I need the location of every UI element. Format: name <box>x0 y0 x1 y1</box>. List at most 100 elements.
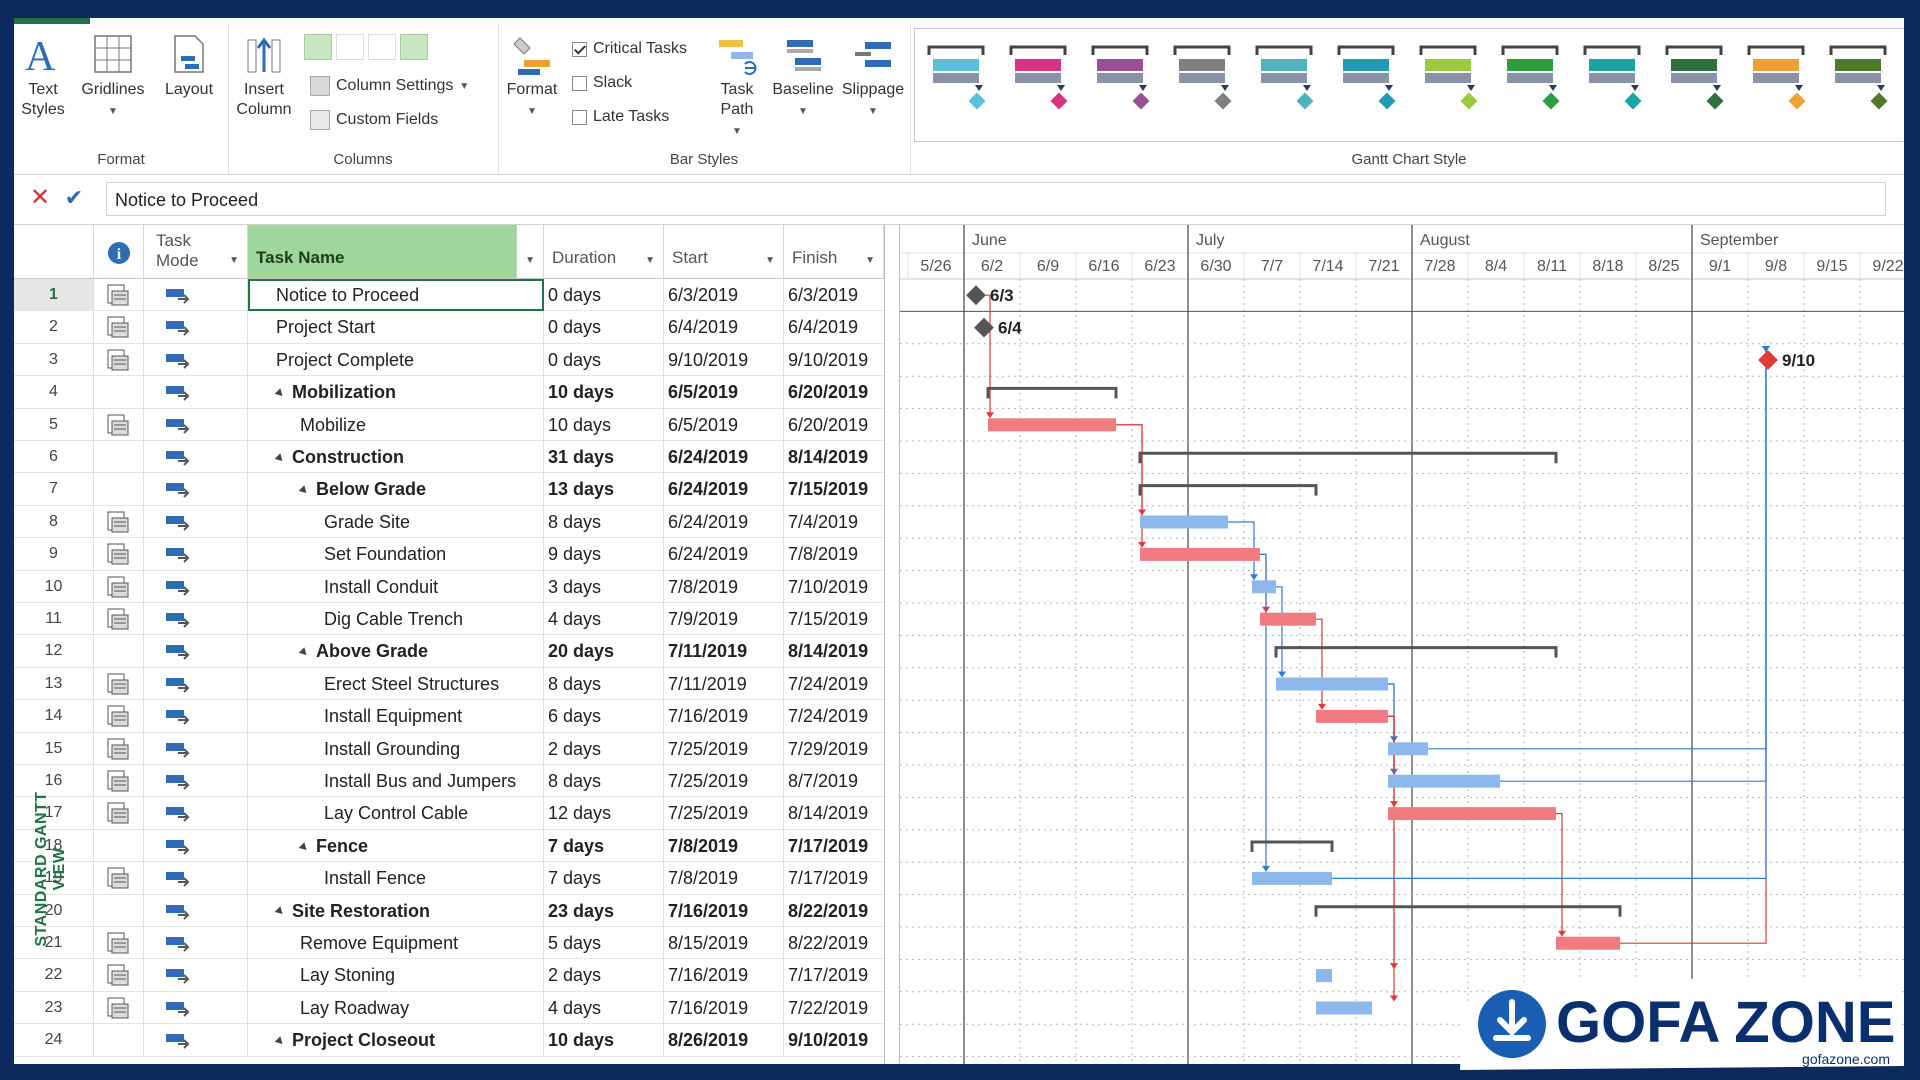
row-number[interactable]: 18 <box>14 829 94 863</box>
table-row[interactable]: 9 Set Foundation 9 days 6/24/2019 7/8/2019 <box>14 538 884 571</box>
table-row[interactable]: 21 Remove Equipment 5 days 8/15/2019 8/22/20… <box>14 927 884 960</box>
duration-cell[interactable]: 10 days <box>544 1024 664 1057</box>
start-cell[interactable]: 6/4/2019 <box>664 311 784 344</box>
task-name-cell[interactable]: Grade Site <box>248 505 544 539</box>
start-cell[interactable]: 7/25/2019 <box>664 732 784 765</box>
finish-cell[interactable]: 8/22/2019 <box>788 933 869 953</box>
start-cell[interactable]: 7/16/2019 <box>664 894 784 927</box>
gantt-style-9[interactable] <box>1583 43 1645 119</box>
start-cell[interactable]: 7/16/2019 <box>664 959 784 992</box>
task-mode-cell[interactable] <box>144 473 248 506</box>
table-row[interactable]: 16 Install Bus and Jumpers 8 days 7/25/2019… <box>14 765 884 798</box>
task-name-cell[interactable]: Mobilize <box>248 408 544 441</box>
start-cell[interactable]: 7/11/2019 <box>664 635 784 668</box>
indicator-cell[interactable] <box>94 927 144 960</box>
task-name-cell[interactable]: Lay Roadway <box>248 991 544 1025</box>
task-name-cell[interactable]: Install Equipment <box>248 700 544 733</box>
task-name-cell[interactable]: Install Conduit <box>248 570 544 603</box>
duration-cell[interactable]: 2 days <box>544 732 664 765</box>
duration-cell[interactable]: 6 days <box>544 700 664 733</box>
start-cell[interactable]: 7/11/2019 <box>664 667 784 701</box>
task-name-cell[interactable]: Mobilization <box>248 376 544 409</box>
task-mode-cell[interactable] <box>144 570 248 603</box>
task-name-cell[interactable]: Project Complete <box>248 343 544 377</box>
collapse-icon[interactable] <box>298 647 310 658</box>
duration-cell[interactable]: 8 days <box>544 667 664 701</box>
task-name-cell[interactable]: Remove Equipment <box>248 927 544 960</box>
task-mode-cell[interactable] <box>144 343 248 377</box>
finish-cell[interactable]: 7/22/2019 <box>788 997 869 1018</box>
finish-cell[interactable]: 7/17/2019 <box>788 868 869 889</box>
table-row[interactable]: 11 Dig Cable Trench 4 days 7/9/2019 7/15/201… <box>14 603 884 636</box>
insert-column-button[interactable]: Insert Column <box>232 32 296 120</box>
indicator-cell[interactable] <box>94 765 144 798</box>
duration-cell[interactable]: 23 days <box>544 894 664 927</box>
task-mode-cell[interactable] <box>144 441 248 474</box>
task-name-cell[interactable]: Set Foundation <box>248 538 544 571</box>
align-center-icon[interactable] <box>336 34 364 60</box>
task-mode-cell[interactable] <box>144 408 248 441</box>
task-mode-cell[interactable] <box>144 700 248 733</box>
duration-cell[interactable]: 8 days <box>544 765 664 798</box>
table-row[interactable]: 7 Below Grade 13 days 6/24/2019 7/15/2019 <box>14 473 884 506</box>
indicator-cell[interactable] <box>94 505 144 539</box>
table-row[interactable]: 18 Fence 7 days 7/8/2019 7/17/2019 <box>14 829 884 863</box>
header-finish[interactable]: Finish ▼ <box>784 225 884 279</box>
task-name-cell[interactable]: Project Closeout <box>248 1024 544 1057</box>
table-row[interactable]: 15 Install Grounding 2 days 7/25/2019 7/29/2… <box>14 732 884 765</box>
table-row[interactable]: 6 Construction 31 days 6/24/2019 8/14/2019 <box>14 441 884 474</box>
critical-tasks-check[interactable] <box>572 41 587 57</box>
task-mode-cell[interactable] <box>144 279 248 312</box>
finish-cell[interactable]: 6/20/2019 <box>788 382 869 403</box>
gantt-style-5[interactable] <box>1255 43 1317 119</box>
header-indicators[interactable]: i <box>94 225 144 279</box>
task-mode-cell[interactable] <box>144 538 248 571</box>
row-number[interactable]: 5 <box>14 408 94 441</box>
indicator-cell[interactable] <box>94 1024 144 1057</box>
finish-cell[interactable]: 8/14/2019 <box>788 641 869 662</box>
slack-checkbox[interactable]: Slack <box>572 74 632 92</box>
start-filter-icon[interactable]: ▼ <box>765 255 775 266</box>
finish-cell[interactable]: 9/10/2019 <box>788 349 869 370</box>
task-name-cell[interactable]: Project Start <box>248 311 544 344</box>
row-number[interactable]: 21 <box>14 927 94 960</box>
row-number[interactable]: 4 <box>14 376 94 409</box>
format-bar-button[interactable]: Format ▼ <box>502 32 562 122</box>
start-cell[interactable]: 7/16/2019 <box>664 700 784 733</box>
indicator-cell[interactable] <box>94 311 144 344</box>
row-number[interactable]: 24 <box>14 1024 94 1057</box>
duration-cell[interactable]: 13 days <box>544 473 664 506</box>
task-mode-cell[interactable] <box>144 765 248 798</box>
slippage-button[interactable]: Slippage ▼ <box>840 32 906 122</box>
indicator-cell[interactable] <box>94 408 144 441</box>
row-number[interactable]: 8 <box>14 505 94 539</box>
task-mode-cell[interactable] <box>144 862 248 895</box>
start-cell[interactable]: 6/24/2019 <box>664 538 784 571</box>
header-task-mode[interactable]: Task Mode ▼ <box>144 225 248 279</box>
gantt-style-10[interactable] <box>1665 43 1727 119</box>
start-cell[interactable]: 8/26/2019 <box>664 1024 784 1057</box>
start-cell[interactable]: 7/25/2019 <box>664 765 784 798</box>
finish-cell[interactable]: 7/17/2019 <box>788 835 869 856</box>
finish-cell[interactable]: 9/10/2019 <box>788 1030 869 1051</box>
table-row[interactable]: 8 Grade Site 8 days 6/24/2019 7/4/2019 <box>14 505 884 539</box>
row-number[interactable]: 12 <box>14 635 94 668</box>
indicator-cell[interactable] <box>94 376 144 409</box>
finish-cell[interactable]: 8/7/2019 <box>788 771 859 791</box>
duration-cell[interactable]: 31 days <box>544 441 664 474</box>
gantt-style-4[interactable] <box>1173 43 1235 119</box>
duration-cell[interactable]: 7 days <box>544 829 664 863</box>
task-mode-filter-icon[interactable]: ▼ <box>229 255 239 266</box>
duration-cell[interactable]: 10 days <box>544 408 664 441</box>
table-row[interactable]: 19 Install Fence 7 days 7/8/2019 7/17/2019 <box>14 862 884 895</box>
critical-tasks-checkbox[interactable]: Critical Tasks <box>572 40 687 58</box>
collapse-icon[interactable] <box>274 906 286 918</box>
table-row[interactable]: 13 Erect Steel Structures 8 days 7/11/2019 7… <box>14 667 884 701</box>
task-mode-cell[interactable] <box>144 927 248 960</box>
task-name-cell[interactable]: Dig Cable Trench <box>248 603 544 636</box>
collapse-icon[interactable] <box>298 841 310 853</box>
task-mode-cell[interactable] <box>144 505 248 539</box>
task-name-cell[interactable]: Fence <box>248 829 544 863</box>
table-row[interactable]: 4 Mobilization 10 days 6/5/2019 6/20/2019 <box>14 376 884 409</box>
row-number[interactable]: 10 <box>14 570 94 603</box>
